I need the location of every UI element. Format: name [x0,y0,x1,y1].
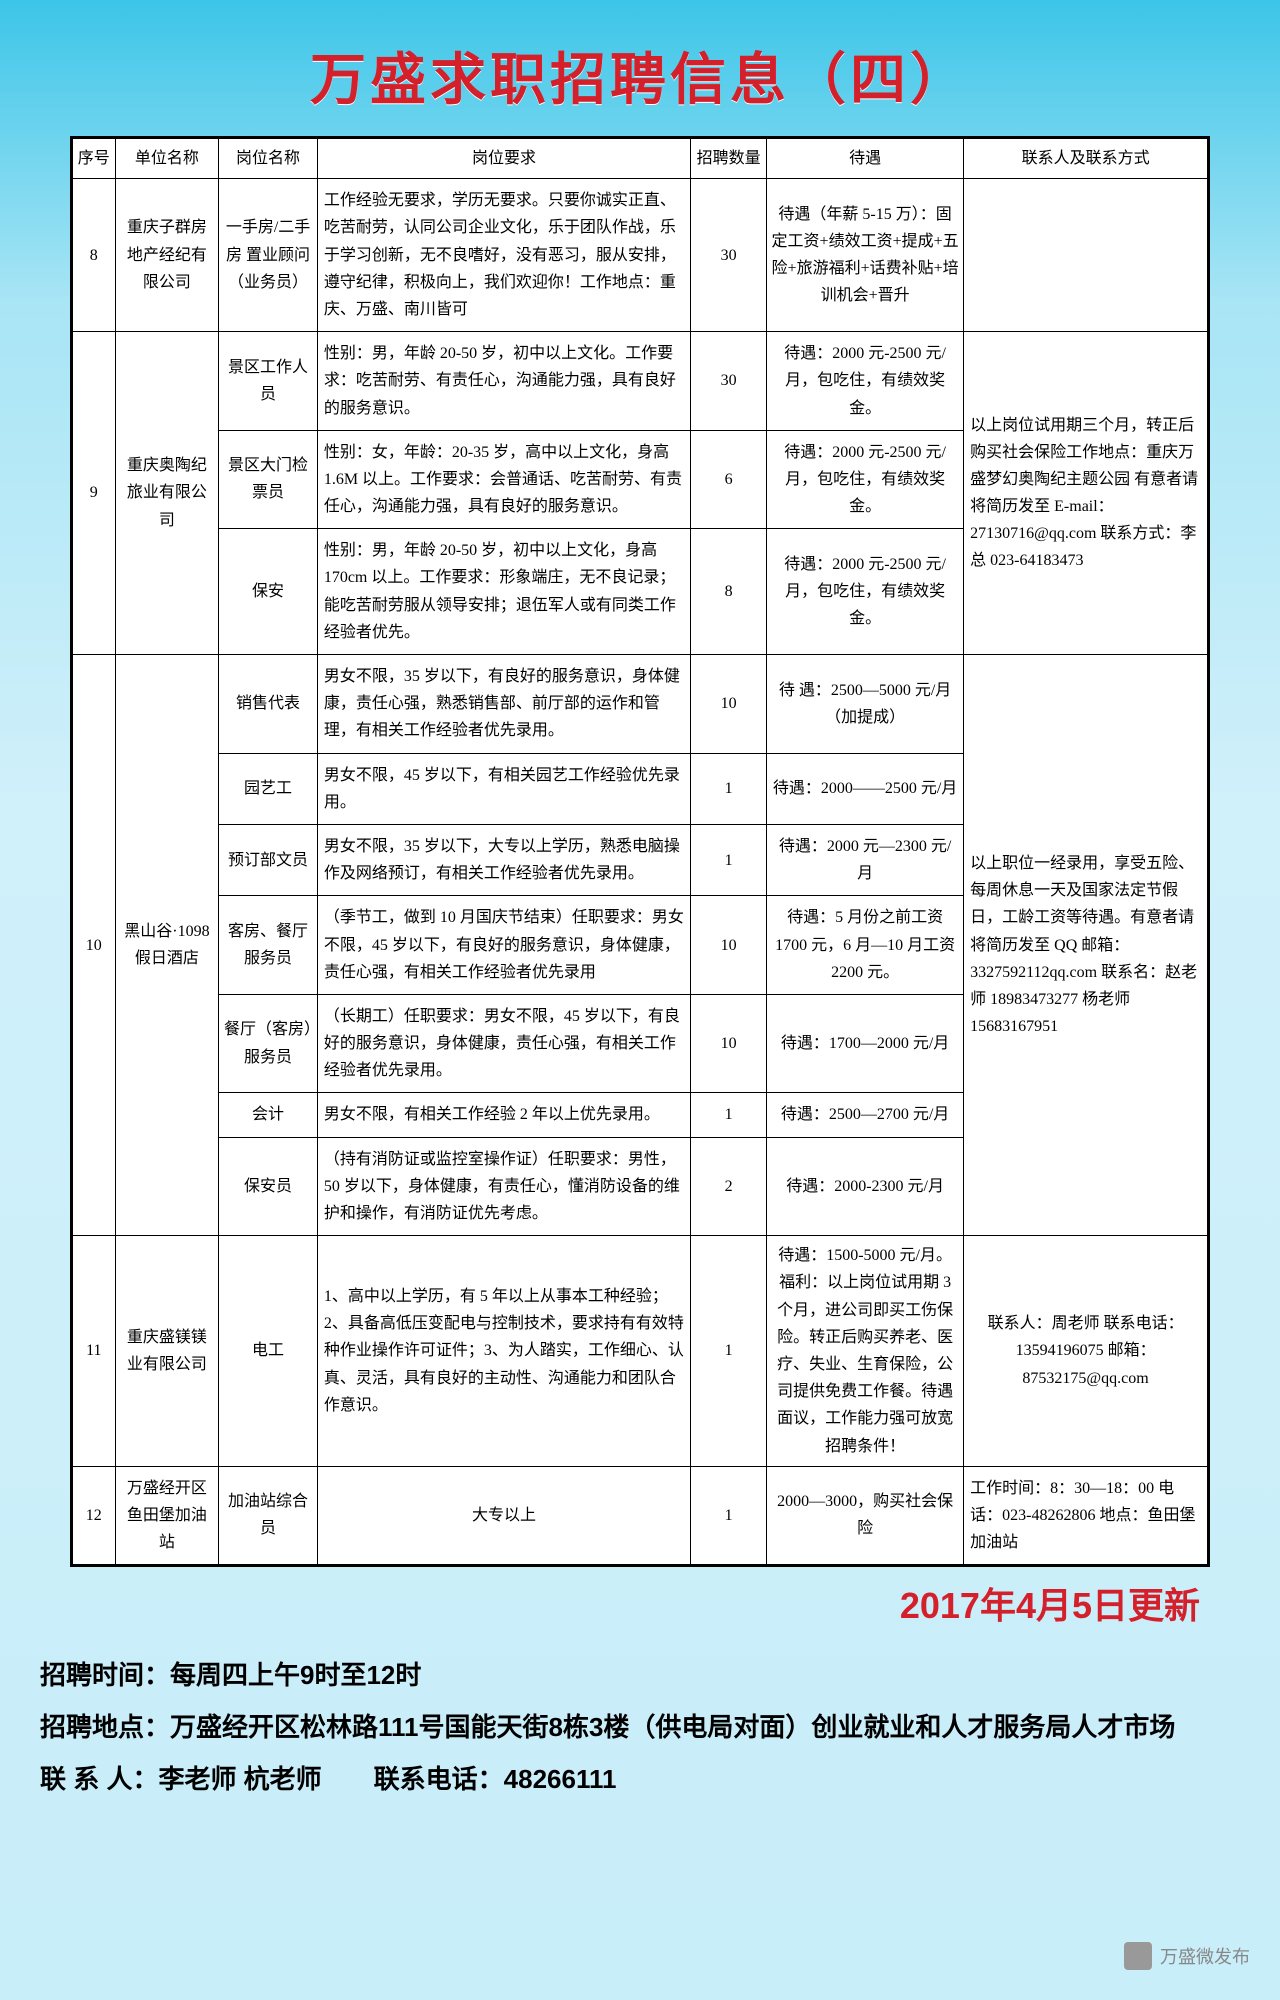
table-cell: 加油站综合员 [219,1466,318,1565]
table-cell: 10 [691,896,767,995]
table-cell: 男女不限，35 岁以下，有良好的服务意识，身体健康，责任心强，熟悉销售部、前厅部… [317,655,690,754]
table-cell: 保安员 [219,1137,318,1236]
table-cell: 万盛经开区鱼田堡加油站 [115,1466,219,1565]
table-cell: （持有消防证或监控室操作证）任职要求：男性，50 岁以下，身体健康，有责任心，懂… [317,1137,690,1236]
table-cell: 客房、餐厅服务员 [219,896,318,995]
table-cell: 30 [691,179,767,332]
footer-contact: 联 系 人：李老师 杭老师 联系电话：48266111 [40,1753,1240,1805]
table-cell: 9 [73,332,116,655]
table-row: 8重庆子群房地产经纪有限公司一手房/二手房 置业顾问（业务员）工作经验无要求，学… [73,179,1208,332]
table-cell: 黑山谷·1098 假日酒店 [115,655,219,1236]
th-treat: 待遇 [767,139,964,179]
table-cell: 待遇：1500-5000 元/月。福利：以上岗位试用期 3 个月，进公司即买工伤… [767,1236,964,1467]
table-cell: 待遇：2000 元-2500 元/月，包吃住，有绩效奖金。 [767,332,964,431]
table-cell: 待遇：2000——2500 元/月 [767,753,964,824]
table-cell: 30 [691,332,767,431]
table-cell: 工作时间：8：30—18：00 电话：023-48262806 地点：鱼田堡加油… [964,1466,1208,1565]
table-cell: 一手房/二手房 置业顾问（业务员） [219,179,318,332]
table-cell: 1、高中以上学历，有 5 年以上从事本工种经验；2、具备高低压变配电与控制技术，… [317,1236,690,1467]
table-cell: 男女不限，35 岁以下，大专以上学历，熟悉电脑操作及网络预订，有相关工作经验者优… [317,824,690,895]
table-cell: 预订部文员 [219,824,318,895]
th-unit: 单位名称 [115,139,219,179]
table-cell: 男女不限，有相关工作经验 2 年以上优先录用。 [317,1093,690,1137]
table-cell: 待遇：1700—2000 元/月 [767,994,964,1093]
table-cell: 性别：男，年龄 20-50 岁，初中以上文化，身高 170cm 以上。工作要求：… [317,529,690,655]
table-cell: 待遇：5 月份之前工资 1700 元，6 月—10 月工资 2200 元。 [767,896,964,995]
table-cell: 会计 [219,1093,318,1137]
table-cell: 8 [73,179,116,332]
table-cell: 重庆奥陶纪旅业有限公司 [115,332,219,655]
table-cell: 待 遇：2500—5000 元/月（加提成） [767,655,964,754]
table-cell: 10 [691,655,767,754]
table-cell: 待遇：2000-2300 元/月 [767,1137,964,1236]
table-cell: 待遇（年薪 5-15 万）：固定工资+绩效工资+提成+五险+旅游福利+话费补贴+… [767,179,964,332]
table-cell: 电工 [219,1236,318,1467]
table-cell: 联系人：周老师 联系电话：13594196075 邮箱：87532175@qq.… [964,1236,1208,1467]
table-cell: 重庆盛镁镁业有限公司 [115,1236,219,1467]
table-cell: 1 [691,824,767,895]
table-cell: 男女不限，45 岁以下，有相关园艺工作经验优先录用。 [317,753,690,824]
table-cell: 12 [73,1466,116,1565]
table-cell: 大专以上 [317,1466,690,1565]
footer-time: 招聘时间：每周四上午9时至12时 [40,1649,1240,1701]
th-num: 招聘数量 [691,139,767,179]
table-cell: 餐厅（客房）服务员 [219,994,318,1093]
th-pos: 岗位名称 [219,139,318,179]
table-cell: 待遇：2000 元-2500 元/月，包吃住，有绩效奖金。 [767,430,964,529]
job-table-container: 序号 单位名称 岗位名称 岗位要求 招聘数量 待遇 联系人及联系方式 8重庆子群… [70,136,1210,1567]
table-cell: 10 [73,655,116,1236]
table-cell: 以上岗位试用期三个月，转正后购买社会保险工作地点：重庆万盛梦幻奥陶纪主题公园 有… [964,332,1208,655]
table-cell: 11 [73,1236,116,1467]
table-cell: 以上职位一经录用，享受五险、每周休息一天及国家法定节假日，工龄工资等待遇。有意者… [964,655,1208,1236]
table-cell: （季节工，做到 10 月国庆节结束）任职要求：男女不限，45 岁以下，有良好的服… [317,896,690,995]
table-cell: 2000—3000，购买社会保险 [767,1466,964,1565]
table-cell: 2 [691,1137,767,1236]
table-cell: 性别：女，年龄：20-35 岁，高中以上文化，身高 1.6M 以上。工作要求：会… [317,430,690,529]
table-cell: 待遇：2500—2700 元/月 [767,1093,964,1137]
table-cell: 1 [691,1236,767,1467]
table-cell: 8 [691,529,767,655]
table-cell: （长期工）任职要求：男女不限，45 岁以下，有良好的服务意识，身体健康，责任心强… [317,994,690,1093]
table-cell: 重庆子群房地产经纪有限公司 [115,179,219,332]
th-idx: 序号 [73,139,116,179]
table-cell: 工作经验无要求，学历无要求。只要你诚实正直、吃苦耐劳，认同公司企业文化，乐于团队… [317,179,690,332]
table-cell: 待遇：2000 元-2500 元/月，包吃住，有绩效奖金。 [767,529,964,655]
table-cell: 1 [691,1093,767,1137]
watermark-text: 万盛微发布 [1160,1943,1250,1969]
watermark: 万盛微发布 [1124,1942,1250,1970]
table-cell: 景区大门检票员 [219,430,318,529]
wechat-icon [1124,1942,1152,1970]
table-cell: 1 [691,753,767,824]
table-cell: 6 [691,430,767,529]
table-cell: 待遇：2000 元—2300 元/月 [767,824,964,895]
table-cell: 1 [691,1466,767,1565]
table-cell: 园艺工 [219,753,318,824]
table-cell [964,179,1208,332]
table-cell: 销售代表 [219,655,318,754]
table-row: 12万盛经开区鱼田堡加油站加油站综合员大专以上12000—3000，购买社会保险… [73,1466,1208,1565]
table-row: 9重庆奥陶纪旅业有限公司景区工作人员性别：男，年龄 20-50 岁，初中以上文化… [73,332,1208,431]
th-req: 岗位要求 [317,139,690,179]
table-header-row: 序号 单位名称 岗位名称 岗位要求 招聘数量 待遇 联系人及联系方式 [73,139,1208,179]
update-date: 2017年4月5日更新 [0,1577,1200,1629]
job-table: 序号 单位名称 岗位名称 岗位要求 招聘数量 待遇 联系人及联系方式 8重庆子群… [72,138,1208,1565]
footer-block: 招聘时间：每周四上午9时至12时 招聘地点：万盛经开区松林路111号国能天街8栋… [40,1649,1240,1805]
table-row: 11重庆盛镁镁业有限公司电工1、高中以上学历，有 5 年以上从事本工种经验；2、… [73,1236,1208,1467]
table-row: 10黑山谷·1098 假日酒店销售代表男女不限，35 岁以下，有良好的服务意识，… [73,655,1208,754]
footer-addr: 招聘地点：万盛经开区松林路111号国能天街8栋3楼（供电局对面）创业就业和人才服… [40,1701,1240,1753]
table-cell: 景区工作人员 [219,332,318,431]
table-cell: 保安 [219,529,318,655]
th-contact: 联系人及联系方式 [964,139,1208,179]
page-title: 万盛求职招聘信息（四） [0,0,1280,136]
table-cell: 性别：男，年龄 20-50 岁，初中以上文化。工作要求：吃苦耐劳、有责任心，沟通… [317,332,690,431]
table-cell: 10 [691,994,767,1093]
